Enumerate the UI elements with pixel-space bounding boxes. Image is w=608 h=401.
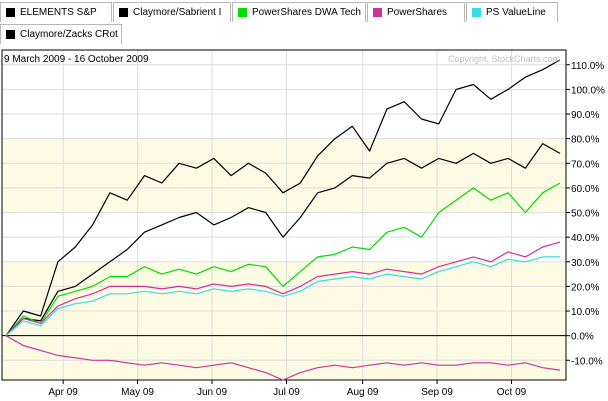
series-line-powershares [5,241,561,337]
series-line-powershares-dwa-tech [5,182,561,337]
legend-swatch [6,30,15,39]
copyright-watermark: Copyright, StockCharts.com [447,54,560,64]
legend-swatch [238,8,247,17]
shaded-band [2,261,566,336]
series-line-ps-valueline [5,256,560,337]
y-tick-label: 0.0% [571,332,594,343]
performance-chart: 110.0% 100.0% 90.0% 80.0% 70.0% 60.0% 50.0% 40.… [1,49,605,398]
legend-item-elements-sp[interactable]: ELEMENTS S&P [0,2,112,22]
y-tick-label: 80.0% [571,135,599,146]
legend-label: PowerShares [387,7,448,18]
x-tick-label: Oct 09 [497,387,527,398]
x-tick-label: Jul 09 [273,387,300,398]
legend-swatch [373,8,382,17]
shaded-band [2,335,566,380]
legend-swatch [472,8,481,17]
legend-label: ELEMENTS S&P [20,7,97,18]
y-tick-label: 30.0% [571,258,599,269]
x-tick-label: Aug 09 [347,387,379,398]
legend-label: Claymore/Zacks CRot [20,29,118,40]
y-tick-label: -10.0% [571,356,603,367]
legend-item-powershares[interactable]: PowerShares [367,2,465,22]
y-tick-label: 20.0% [571,282,599,293]
y-tick-label: 60.0% [571,184,599,195]
x-tick-label: Sep 09 [421,387,453,398]
y-tick-label: 70.0% [571,159,599,170]
legend-label: Claymore/Sabrient I [133,7,222,18]
y-tick-label: 10.0% [571,307,599,318]
legend-item-claymore-sabrient[interactable]: Claymore/Sabrient I [113,2,231,22]
shaded-band [2,138,566,213]
y-tick-label: 40.0% [571,233,599,244]
legend-tabs: ELEMENTS S&P Claymore/Sabrient I PowerSh… [0,0,608,48]
series-line-claymore-sabrient-i [5,59,561,337]
legend-item-claymore-zacks[interactable]: Claymore/Zacks CRot [0,24,122,44]
y-tick-label: 90.0% [571,110,599,121]
legend-swatch [6,8,15,17]
legend-label: PowerShares DWA Tech [252,7,361,18]
legend-swatch [119,8,128,17]
series-line-elements-s-p [5,335,561,381]
y-tick-label: 100.0% [571,85,605,96]
series-line-claymore-zacks-crot [5,142,561,337]
x-tick-label: Apr 09 [48,387,78,398]
y-tick-label: 50.0% [571,209,599,220]
x-tick-label: May 09 [121,387,154,398]
legend-item-powershares-dwa-tech[interactable]: PowerShares DWA Tech [232,2,366,22]
legend-item-ps-valueline[interactable]: PS ValueLine [466,2,558,22]
date-range: 9 March 2009 - 16 October 2009 [4,54,149,65]
legend-label: PS ValueLine [486,7,546,18]
y-tick-label: 110.0% [571,61,604,72]
x-tick-label: Jun 09 [197,387,227,398]
